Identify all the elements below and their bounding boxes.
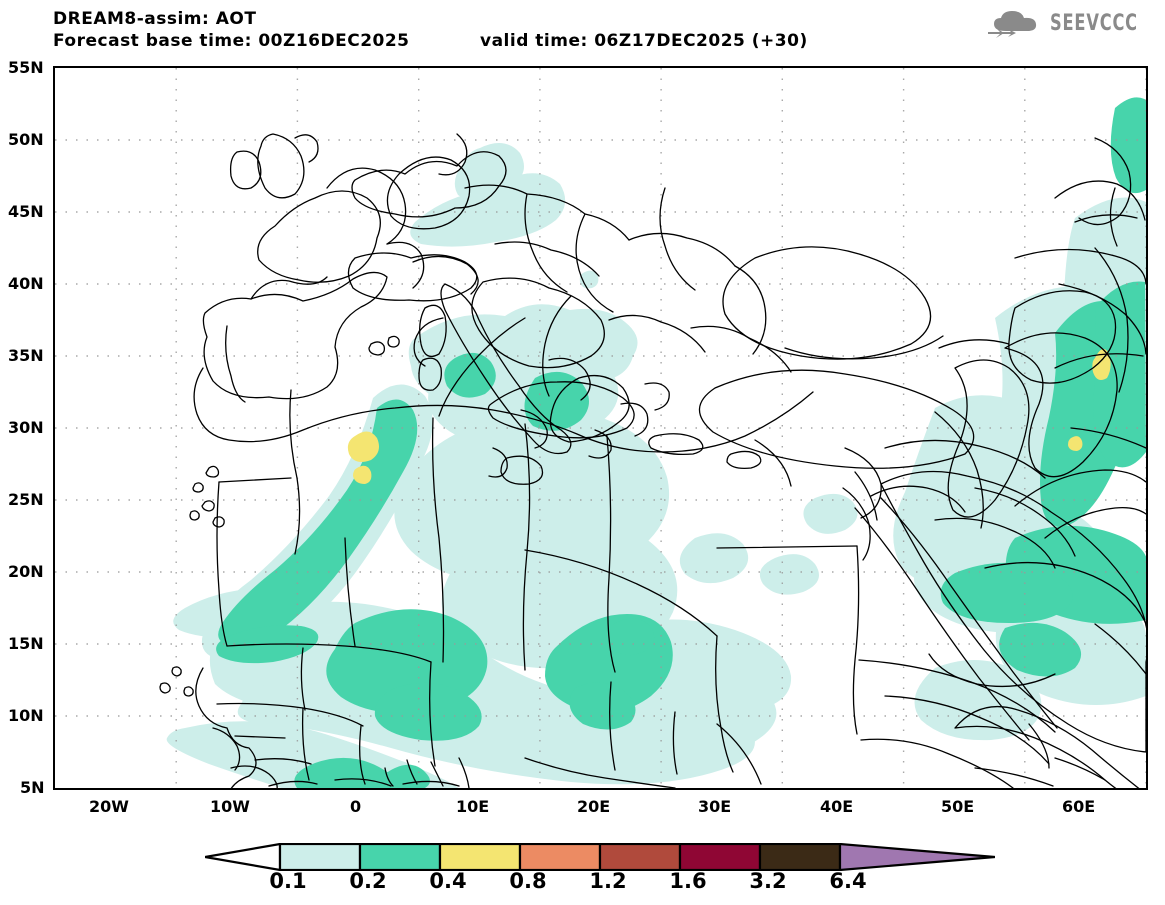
colorbar-tick-0.4: 0.4 xyxy=(429,869,467,893)
contour-band-0.2 xyxy=(216,97,1146,788)
page-title: DREAM8-assim: AOT xyxy=(53,9,257,29)
colorbar-bands xyxy=(205,843,995,871)
ytick-15N: 15N xyxy=(8,634,44,653)
xtick-30E: 30E xyxy=(698,797,732,816)
ytick-50N: 50N xyxy=(8,130,44,149)
ytick-5N: 5N xyxy=(20,778,45,797)
xtick-50E: 50E xyxy=(941,797,975,816)
xtick-20E: 20E xyxy=(577,797,611,816)
forecast-base-time-label: Forecast base time: 00Z16DEC2025 xyxy=(53,31,410,51)
valid-time-label: valid time: 06Z17DEC2025 (+30) xyxy=(480,31,808,51)
xtick-60E: 60E xyxy=(1062,797,1096,816)
ytick-30N: 30N xyxy=(8,418,44,437)
xtick-20W: 20W xyxy=(89,797,129,816)
cloud-icon xyxy=(987,11,1036,38)
ytick-10N: 10N xyxy=(8,706,44,725)
colorbar-tick-3.2: 3.2 xyxy=(749,869,787,893)
map-plot-area xyxy=(53,66,1148,790)
ytick-40N: 40N xyxy=(8,274,44,293)
ytick-45N: 45N xyxy=(8,202,44,221)
ytick-20N: 20N xyxy=(8,562,44,581)
seevccc-logo: SEEVCCC xyxy=(986,8,1157,38)
map-gridlines xyxy=(55,68,1146,788)
ytick-35N: 35N xyxy=(8,346,44,365)
contour-band-0.8 xyxy=(347,348,1111,484)
aot-contour-map xyxy=(55,68,1146,788)
ytick-55N: 55N xyxy=(8,58,44,77)
coastlines-and-borders xyxy=(159,133,1146,788)
colorbar-tick-1.2: 1.2 xyxy=(589,869,627,893)
ytick-25N: 25N xyxy=(8,490,44,509)
xtick-10E: 10E xyxy=(456,797,490,816)
xtick-10W: 10W xyxy=(210,797,250,816)
colorbar-tick-6.4: 6.4 xyxy=(829,869,867,893)
colorbar xyxy=(205,843,995,871)
xtick-40E: 40E xyxy=(820,797,854,816)
colorbar-tick-0.8: 0.8 xyxy=(509,869,547,893)
colorbar-tick-0.2: 0.2 xyxy=(349,869,387,893)
colorbar-tick-1.6: 1.6 xyxy=(669,869,707,893)
xtick-0: 0 xyxy=(350,797,362,816)
logo-text: SEEVCCC xyxy=(1049,10,1138,36)
colorbar-tick-labels: 0.1 0.2 0.4 0.8 1.2 1.6 3.2 6.4 xyxy=(205,869,995,899)
colorbar-tick-0.1: 0.1 xyxy=(269,869,307,893)
